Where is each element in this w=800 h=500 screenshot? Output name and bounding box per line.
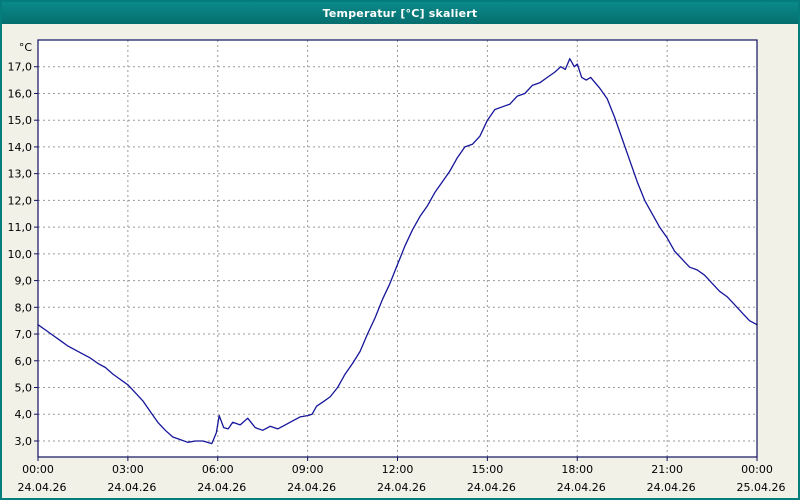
window-titlebar: Temperatur [°C] skaliert (2, 2, 798, 24)
x-date-label: 25.04.26 (737, 481, 786, 494)
temperature-line (37, 58, 758, 445)
x-date-label: 24.04.26 (467, 481, 516, 494)
x-date-label: 24.04.26 (18, 481, 67, 494)
y-tick-label: 5,0 (15, 382, 33, 395)
y-tick-label: 11,0 (8, 221, 33, 234)
x-tick-label: 15:00 (472, 463, 504, 476)
y-tick-label: 7,0 (15, 328, 33, 341)
y-tick-label: 12,0 (8, 194, 33, 207)
y-tick-label: 8,0 (15, 301, 33, 314)
y-tick-label: 9,0 (15, 275, 33, 288)
x-tick-label: 21:00 (651, 463, 683, 476)
window-title: Temperatur [°C] skaliert (322, 6, 478, 20)
x-tick-label: 06:00 (202, 463, 234, 476)
plot-background (38, 40, 757, 457)
x-date-label: 24.04.26 (287, 481, 336, 494)
chart-area: 3,0 4,0 5,0 6,0 7,0 8,0 9,0 10,0 11,0 12,0 13,0 14,… (2, 24, 798, 498)
temperature-chart: 3,0 4,0 5,0 6,0 7,0 8,0 9,0 10,0 11,0 12,0 13,0 14,… (8, 39, 786, 494)
x-date-label: 24.04.26 (197, 481, 246, 494)
y-tick-label: 15,0 (8, 114, 33, 127)
x-tick-label: 03:00 (112, 463, 144, 476)
y-tick-label: 6,0 (15, 355, 33, 368)
x-date-label: 24.04.26 (557, 481, 606, 494)
x-date-label: 24.04.26 (377, 481, 426, 494)
y-tick-label: 3,0 (15, 435, 33, 448)
y-tick-label: 17,0 (8, 61, 33, 74)
x-tick-label: 09:00 (292, 463, 324, 476)
x-tick-label: 00:00 (741, 463, 773, 476)
x-tick-label: 18:00 (561, 463, 593, 476)
y-tick-label: 16,0 (8, 87, 33, 100)
y-tick-label: 4,0 (15, 408, 33, 421)
y-tick-label: 13,0 (8, 168, 33, 181)
y-axis-unit-label: °C (19, 41, 33, 54)
y-tick-label: 10,0 (8, 248, 33, 261)
y-tick-label: 14,0 (8, 141, 33, 154)
x-tick-label: 00:00 (22, 463, 54, 476)
x-tick-label: 12:00 (382, 463, 414, 476)
x-date-label: 24.04.26 (647, 481, 696, 494)
x-date-label: 24.04.26 (107, 481, 156, 494)
